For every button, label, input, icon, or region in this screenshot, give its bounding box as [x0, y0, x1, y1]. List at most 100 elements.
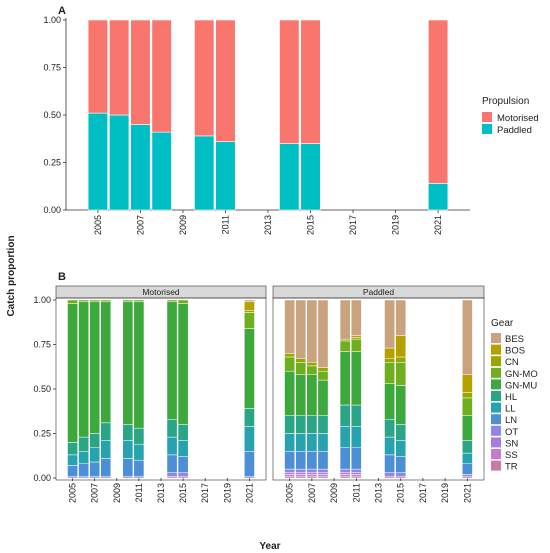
- bar-paddled-2021-gn-mu: [461, 415, 473, 441]
- legend-label-sn: SN: [505, 438, 518, 449]
- legend-propulsion-title: Propulsion: [482, 96, 529, 107]
- legend-label-ss: SS: [505, 450, 518, 461]
- panel-a-y-tick-label: 1.00: [43, 15, 61, 25]
- panel-a-x-tick-label: 2015: [306, 215, 316, 235]
- bar-motorised-2014-gn-mu: [166, 301, 178, 420]
- bar-motorised-2007-ot: [89, 475, 101, 479]
- panel-a-x-tick-label: 2007: [135, 215, 145, 235]
- bar-motorised-2015-ss: [177, 475, 189, 479]
- bar-motorised-2011-gn-mu: [133, 301, 145, 429]
- legend-label-hl: HL: [505, 392, 517, 403]
- bar-motorised-2005-ll: [67, 454, 78, 466]
- bar-paddled-2015-ll: [395, 440, 407, 457]
- bar-paddled-2008-cn: [317, 367, 329, 372]
- bar-paddled-2007-ss: [306, 474, 318, 477]
- bar-paddled-2007-cn: [306, 362, 318, 367]
- bar-motorised-2011-hl: [133, 427, 145, 445]
- bar-paddled-2005-bes: [284, 299, 296, 354]
- bar-motorised-2008-ln: [100, 458, 112, 477]
- bar-motorised-2010-ll: [122, 440, 134, 459]
- bar-motorised-2014-hl: [166, 419, 178, 438]
- legend-swatch-hl: [491, 391, 501, 401]
- bar-motorised-2008-gn-mu: [100, 301, 112, 424]
- bar-motorised-2008-ll: [100, 440, 112, 459]
- bar-paddled-2005-ln: [284, 451, 296, 470]
- bar-paddled-2005-cn: [284, 353, 296, 358]
- bar-motorised-2015-gn-mu: [177, 303, 189, 425]
- bar-motorised-2011-ot: [133, 475, 145, 479]
- panel-a-x-tick-label: 2017: [348, 215, 358, 235]
- bar-paddled-2011-tr: [350, 475, 362, 479]
- bar-paddled-2015: [300, 143, 321, 211]
- panel-b-label: B: [58, 271, 66, 283]
- bar-motorised-2007-gn-mu: [89, 301, 101, 434]
- bar-paddled-2007: [130, 124, 151, 211]
- legend-label-ot: OT: [505, 427, 518, 438]
- legend-label-bes: BES: [505, 334, 524, 345]
- bar-paddled-2021-tr: [461, 475, 473, 479]
- bar-paddled-2010-ot: [339, 468, 351, 473]
- facet-motorised-y-tick-label: 0.00: [33, 473, 51, 483]
- facet-motorised-x-tick-label: 2009: [112, 483, 122, 503]
- bar-motorised-2014-ss: [166, 475, 178, 479]
- bar-paddled-2021-bes: [461, 299, 473, 376]
- legend-swatch-gn-mu: [491, 379, 501, 390]
- bar-paddled-2015-hl: [395, 424, 407, 441]
- facet-paddled-x-tick-label: 2009: [329, 483, 339, 503]
- bar-motorised-2006-ln: [78, 463, 89, 477]
- legend-label-gn-mo: GN-MO: [505, 369, 538, 380]
- bar-paddled-2011-hl: [350, 404, 362, 427]
- bar-motorised-2014-gn-mo: [166, 299, 178, 303]
- bar-motorised-2011: [215, 19, 236, 142]
- bar-paddled-2006-ln: [295, 451, 307, 470]
- legend-swatch-ll: [491, 402, 501, 413]
- bar-paddled-2015-bos: [395, 335, 407, 358]
- legend-swatch-tr: [491, 460, 501, 471]
- bar-paddled-2005-hl: [284, 415, 296, 434]
- bar-paddled-2011-ss: [350, 474, 362, 477]
- bar-paddled-2008-sn: [317, 472, 329, 475]
- bar-paddled-2005-ll: [284, 433, 296, 452]
- bar-motorised-2006-gn-mu: [78, 301, 89, 438]
- bar-motorised-2021-hl: [244, 408, 255, 427]
- bar-paddled-2014-gn-mu: [384, 383, 395, 420]
- facet-motorised-x-tick-label: 2017: [200, 483, 210, 503]
- bar-motorised-2021-bes: [244, 299, 255, 303]
- facet-motorised-x-tick-label: 2005: [68, 483, 78, 503]
- bar-motorised-2006-ll: [78, 451, 89, 465]
- bar-paddled-2007-gn-mu: [306, 374, 318, 416]
- bar-paddled-2007-sn: [306, 472, 318, 475]
- bar-paddled-2021-ln: [461, 463, 473, 475]
- facet-motorised-y-tick-label: 0.75: [33, 340, 51, 350]
- legend-swatch-ss: [491, 449, 501, 459]
- bar-paddled-2014-gn-mo: [384, 362, 395, 384]
- bar-motorised-2005-ot: [67, 475, 78, 479]
- bar-motorised-2008-hl: [100, 422, 112, 441]
- legend-swatch-motorised: [482, 112, 492, 122]
- legend-label-bos: BOS: [505, 346, 525, 357]
- bar-paddled-2014: [279, 143, 300, 211]
- facet-motorised-x-tick-label: 2021: [244, 483, 254, 503]
- panel-a-x-tick-label: 2019: [391, 215, 401, 235]
- facet-motorised-strip-label: Motorised: [142, 287, 180, 297]
- bar-paddled-2005-gn-mo: [284, 356, 296, 372]
- bar-paddled-2007-ot: [306, 468, 318, 473]
- legend-swatch-ln: [491, 414, 501, 425]
- bar-paddled-2006-gn-mu: [295, 374, 307, 416]
- bar-paddled-2010-cn: [339, 338, 351, 342]
- legend-swatch-cn: [491, 356, 501, 367]
- bar-paddled-2007-ll: [306, 433, 318, 452]
- bar-motorised-2010: [194, 19, 215, 137]
- facet-paddled-x-tick-label: 2013: [374, 483, 384, 503]
- legend-swatch-paddled: [482, 124, 492, 134]
- bar-paddled-2010-sn: [339, 472, 351, 475]
- bar-paddled-2006: [109, 114, 130, 211]
- bar-paddled-2006-ll: [295, 433, 307, 452]
- legend-swatch-sn: [491, 437, 501, 448]
- panel-a-y-tick-label: 0.50: [43, 110, 61, 120]
- bar-paddled-2008: [151, 131, 172, 211]
- bar-paddled-2008-gn-mu: [317, 379, 329, 416]
- facet-paddled-x-tick-label: 2017: [418, 483, 428, 503]
- bar-paddled-2010-gn-mo: [339, 340, 351, 352]
